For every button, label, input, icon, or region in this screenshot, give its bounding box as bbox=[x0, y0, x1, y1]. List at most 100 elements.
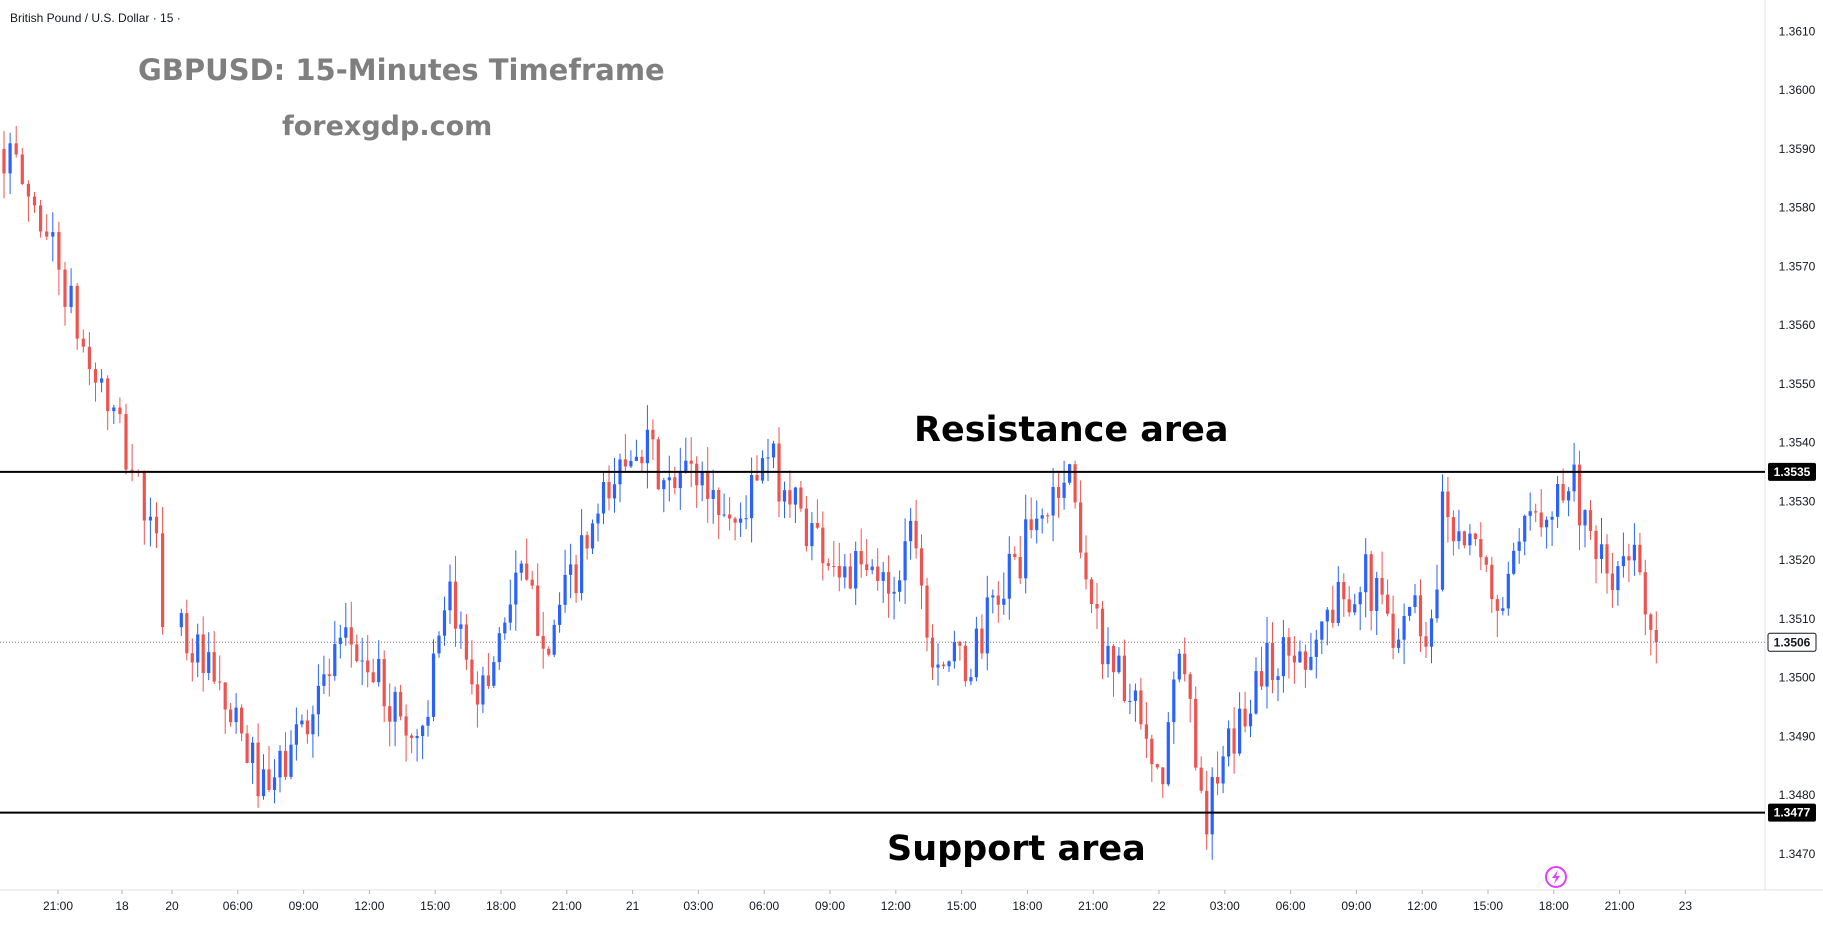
candle bbox=[1342, 573, 1346, 617]
candle-body bbox=[426, 716, 430, 726]
candle bbox=[596, 503, 600, 542]
candle-body bbox=[179, 613, 183, 628]
candle bbox=[1523, 514, 1527, 556]
candle-body bbox=[1243, 708, 1247, 727]
candle-body bbox=[14, 143, 18, 155]
candle bbox=[1309, 632, 1313, 671]
candle-body bbox=[1276, 676, 1280, 680]
candle-body bbox=[1122, 655, 1126, 701]
candle bbox=[580, 509, 584, 601]
candle-body bbox=[799, 487, 803, 509]
candle-body bbox=[958, 641, 962, 646]
time-tick-label: 06:00 bbox=[1276, 899, 1306, 913]
candle-body bbox=[1018, 557, 1022, 579]
candle bbox=[1643, 559, 1647, 636]
candle-body bbox=[355, 644, 359, 662]
price-axis[interactable]: 1.3470 1.3480 1.3490 1.3500 1.3510 1.3520 1.35… bbox=[1779, 24, 1816, 860]
candle bbox=[1089, 576, 1094, 614]
candle-body bbox=[1073, 464, 1077, 503]
candle-body bbox=[640, 456, 644, 464]
candle bbox=[1501, 596, 1505, 616]
candle bbox=[739, 502, 743, 537]
candle bbox=[81, 329, 85, 353]
candle bbox=[218, 655, 222, 691]
candle bbox=[1479, 522, 1483, 571]
candle-body bbox=[1046, 515, 1050, 517]
time-tick-label: 21:00 bbox=[43, 899, 73, 913]
candle bbox=[261, 754, 266, 800]
candle bbox=[1199, 756, 1203, 794]
candle bbox=[1002, 572, 1006, 615]
candle-body bbox=[1462, 531, 1466, 546]
candle bbox=[382, 650, 386, 723]
level-price-value: 1.3477 bbox=[1774, 806, 1811, 820]
candle-body bbox=[278, 750, 282, 778]
candle-body bbox=[1303, 651, 1307, 670]
candle-body bbox=[1062, 482, 1066, 498]
candle bbox=[1451, 510, 1455, 556]
candle bbox=[1369, 550, 1373, 631]
candle bbox=[1018, 535, 1022, 584]
candle bbox=[1534, 503, 1538, 523]
candle-body bbox=[1413, 595, 1417, 607]
candle-body bbox=[634, 456, 638, 461]
candle bbox=[1473, 532, 1477, 546]
candle bbox=[941, 661, 946, 669]
candle bbox=[442, 596, 447, 646]
candle-body bbox=[1418, 595, 1423, 637]
candle bbox=[1457, 509, 1461, 550]
candle-body bbox=[1144, 724, 1148, 739]
candle-body bbox=[1556, 484, 1560, 517]
last-price-value: 1.3506 bbox=[1774, 635, 1811, 649]
candle bbox=[717, 487, 721, 540]
candle bbox=[201, 616, 205, 692]
candle bbox=[1490, 556, 1494, 613]
candle-body bbox=[360, 660, 364, 662]
time-axis[interactable]: 21:00 18 20 06:00 09:00 12:00 15:00 18:00 21:00 2… bbox=[43, 890, 1692, 913]
candle bbox=[1627, 543, 1631, 583]
candle bbox=[154, 502, 159, 549]
candle-body bbox=[717, 490, 721, 516]
lightning-icon[interactable] bbox=[1545, 866, 1567, 888]
candle-body bbox=[333, 644, 337, 677]
candle-body bbox=[514, 572, 518, 605]
candle bbox=[1446, 477, 1450, 543]
candle-body bbox=[1594, 530, 1598, 560]
candle bbox=[1057, 472, 1061, 518]
candle bbox=[1232, 707, 1236, 774]
price-tick-label: 1.3550 bbox=[1779, 377, 1816, 391]
candle bbox=[1561, 468, 1565, 504]
candle-body bbox=[1232, 728, 1236, 754]
candle bbox=[656, 436, 660, 491]
candle-body bbox=[448, 581, 452, 611]
candle-body bbox=[623, 459, 627, 467]
candle-body bbox=[1287, 637, 1291, 656]
symbol-title[interactable]: British Pound / U.S. Dollar · 15 · bbox=[10, 11, 181, 25]
candle-body bbox=[410, 735, 414, 738]
candle bbox=[996, 581, 1000, 623]
candle-body bbox=[711, 490, 715, 499]
candle bbox=[448, 564, 452, 624]
candle-body bbox=[185, 613, 189, 654]
candle-body bbox=[1435, 589, 1439, 619]
candle bbox=[815, 499, 819, 529]
candle-body bbox=[590, 523, 595, 549]
candle-body bbox=[580, 535, 584, 594]
candle-body bbox=[1621, 556, 1625, 567]
candle-body bbox=[272, 777, 277, 790]
candle-body bbox=[1155, 764, 1159, 768]
candle-body bbox=[793, 487, 797, 505]
candle-body bbox=[1166, 722, 1170, 785]
candle bbox=[1248, 699, 1253, 738]
candle bbox=[278, 745, 282, 793]
candle bbox=[294, 707, 298, 761]
candle-body bbox=[1309, 656, 1313, 670]
candle bbox=[1040, 508, 1044, 534]
candle-body bbox=[804, 508, 808, 547]
candle-body bbox=[1632, 544, 1636, 561]
candle-body bbox=[519, 563, 523, 573]
candle bbox=[848, 553, 852, 590]
candle bbox=[305, 709, 309, 744]
candle bbox=[974, 616, 978, 682]
